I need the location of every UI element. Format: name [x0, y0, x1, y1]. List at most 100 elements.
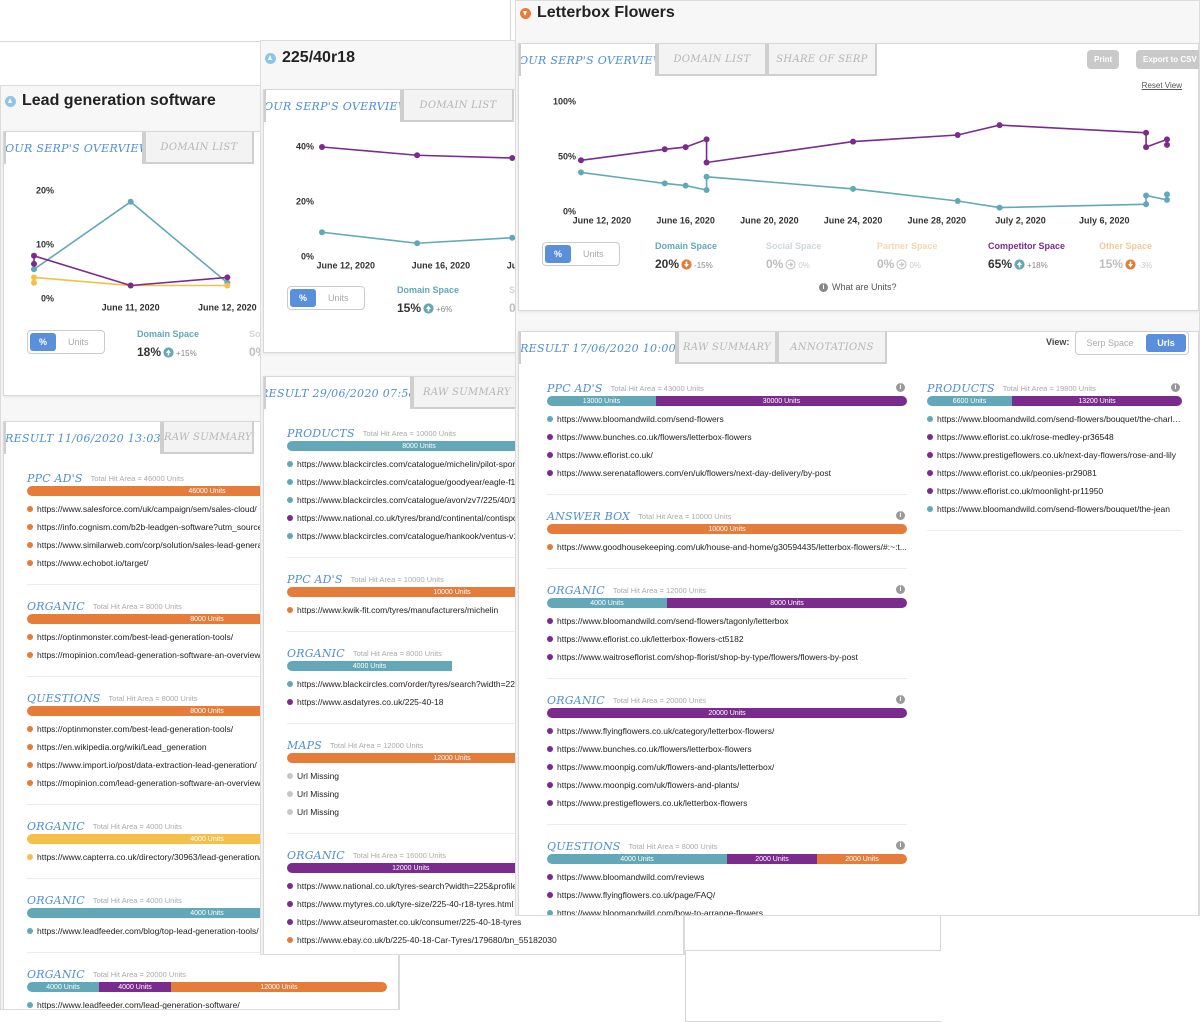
y-tick-label: 0% [563, 206, 576, 216]
info-icon[interactable]: i [896, 383, 905, 392]
url-row[interactable]: https://www.salesforce.com/uk/campaign/s… [27, 500, 387, 518]
toggle-option[interactable]: Units [328, 293, 349, 303]
url-row[interactable]: https://www.eflorist.co.uk/letterbox-flo… [547, 630, 907, 648]
tab[interactable]: YOUR SERP'S OVERVIEW [519, 44, 657, 76]
toggle-option[interactable]: % [290, 289, 316, 307]
url-row[interactable]: https://www.leadfeeder.com/blog/top-lead… [27, 922, 387, 940]
data-point [1164, 191, 1170, 198]
info-icon[interactable]: i [1171, 383, 1180, 392]
tab[interactable]: DOMAIN LIST [144, 132, 254, 164]
url-row[interactable]: https://www.bloomandwild.com/how-to-arra… [547, 904, 907, 915]
url-row[interactable]: https://www.bunches.co.uk/flowers/letter… [547, 740, 907, 758]
collapse-icon[interactable] [5, 95, 16, 107]
tab[interactable]: YOUR SERP'S OVERVIEW [264, 90, 402, 122]
toggle-option[interactable]: % [30, 333, 56, 351]
url-row[interactable]: https://www.eflorist.co.uk/peonies-pr290… [927, 464, 1182, 482]
section-header: ORGANIC Total Hit Area = 16000 Units [287, 848, 617, 862]
url-row[interactable]: https://www.blackcircles.com/catalogue/m… [287, 455, 617, 473]
url-row[interactable]: https://www.blackcircles.com/order/tyres… [287, 675, 617, 693]
info-icon[interactable]: i [896, 585, 905, 594]
url-row[interactable]: https://mopinion.com/lead-generation-sof… [27, 774, 387, 792]
url-row[interactable]: https://www.prestigeflowers.co.uk/letter… [547, 794, 907, 812]
url-row[interactable]: https://optinmonster.com/best-lead-gener… [27, 720, 387, 738]
tab[interactable]: DOMAIN LIST [657, 44, 767, 76]
url-row[interactable]: https://www.blackcircles.com/catalogue/g… [287, 473, 617, 491]
url-row[interactable]: https://www.prestigeflowers.co.uk/next-d… [927, 446, 1182, 464]
url-row[interactable]: https://www.mytyres.co.uk/tyre-size/225-… [287, 895, 617, 913]
url-text: https://www.moonpig.com/uk/flowers-and-p… [557, 780, 740, 790]
tab[interactable]: SHARE OF SERP [767, 44, 877, 76]
url-row[interactable]: https://www.bloomandwild.com/send-flower… [547, 612, 907, 630]
url-row[interactable]: Url Missing [287, 767, 617, 785]
url-row[interactable]: https://www.eflorist.co.uk/ [547, 446, 907, 464]
tab[interactable]: ANNOTATIONS [777, 332, 887, 364]
y-tick-label: 40% [296, 141, 314, 151]
tab[interactable]: DOMAIN LIST [402, 90, 514, 122]
background-frame [685, 950, 941, 1022]
tab[interactable]: RAW SUMMARY [677, 332, 777, 364]
url-row[interactable]: https://www.waitroseflorist.com/shop-flo… [547, 648, 907, 666]
url-row[interactable]: Url Missing [287, 803, 617, 821]
tab[interactable]: RAW SUMMARY [412, 377, 522, 409]
tab[interactable]: RAW SUMMARY [162, 422, 254, 454]
url-row[interactable]: https://www.flyingflowers.co.uk/category… [547, 722, 907, 740]
info-icon[interactable]: i [896, 841, 905, 850]
url-row[interactable]: https://www.goodhousekeeping.com/uk/hous… [547, 538, 907, 556]
bar-segment: 12000 Units [287, 863, 535, 873]
url-row[interactable]: https://mopinion.com/lead-generation-sof… [27, 646, 387, 664]
url-row[interactable]: https://www.asdatyres.co.uk/225-40-18 [287, 693, 617, 711]
url-row[interactable]: https://www.bloomandwild.com/send-flower… [927, 500, 1182, 518]
tab[interactable]: YOUR SERP'S OVERVIEW [4, 132, 144, 164]
url-row[interactable]: https://www.moonpig.com/uk/flowers-and-p… [547, 776, 907, 794]
section-header: ORGANIC Total Hit Area = 4000 Units [27, 819, 387, 833]
url-row[interactable]: https://www.ebay.co.uk/b/225-40-18-Car-T… [287, 931, 617, 949]
url-row[interactable]: https://www.kwik-fit.com/tyres/manufactu… [287, 601, 617, 619]
url-row[interactable]: https://info.cognism.com/b2b-leadgen-sof… [27, 518, 387, 536]
url-row[interactable]: https://www.eflorist.co.uk/moonlight-pr1… [927, 482, 1182, 500]
url-row[interactable]: https://www.blackcircles.com/catalogue/h… [287, 527, 617, 545]
url-row[interactable]: https://en.wikipedia.org/wiki/Lead_gener… [27, 738, 387, 756]
stat-value: 18% [137, 345, 162, 359]
reset-view-link[interactable]: Reset View [1141, 81, 1182, 90]
toggle-option[interactable]: % [545, 245, 571, 263]
url-row[interactable]: Url Missing [287, 785, 617, 803]
url-row[interactable]: https://www.national.co.uk/tyres-search?… [287, 877, 617, 895]
collapse-icon[interactable] [520, 7, 531, 19]
stat-name: Domain Space [137, 329, 200, 339]
view-option[interactable]: Urls [1146, 334, 1186, 352]
url-row[interactable]: https://www.bunches.co.uk/flowers/letter… [547, 428, 907, 446]
url-row[interactable]: https://www.leadfeeder.com/lead-generati… [27, 996, 387, 1009]
info-icon[interactable]: i [896, 695, 905, 704]
toggle-option[interactable]: Units [583, 249, 604, 259]
bar-segment: 30000 Units [655, 396, 907, 406]
url-row[interactable]: https://www.bloomandwild.com/send-flower… [547, 410, 907, 428]
info-icon[interactable]: i [896, 511, 905, 520]
url-row[interactable]: https://www.similarweb.com/corp/solution… [27, 536, 387, 554]
tab[interactable]: RESULT 11/06/2020 13:03 [4, 422, 162, 454]
action-button[interactable]: Print [1087, 50, 1120, 69]
url-row[interactable]: https://www.national.co.uk/tyres/brand/c… [287, 509, 617, 527]
tab[interactable]: RESULT 17/06/2020 10:00 [519, 332, 677, 364]
url-row[interactable]: https://www.capterra.co.uk/directory/309… [27, 848, 387, 866]
tab[interactable]: RESULT 29/06/2020 07:58 [264, 377, 412, 409]
segment-label: 12000 Units [433, 754, 471, 762]
url-row[interactable]: https://www.moonpig.com/uk/flowers-and-p… [547, 758, 907, 776]
hit-bar: 10000 Units [287, 587, 617, 597]
url-row[interactable]: https://www.eflorist.co.uk/rose-medley-p… [927, 428, 1182, 446]
url-row[interactable]: https://www.echobot.io/target/ [27, 554, 387, 572]
url-row[interactable]: https://www.blackcircles.com/catalogue/a… [287, 491, 617, 509]
url-text: https://www.salesforce.com/uk/campaign/s… [37, 504, 257, 514]
action-button[interactable]: Export to CSV [1136, 50, 1199, 69]
url-row[interactable]: https://www.bloomandwild.com/reviews [547, 868, 907, 886]
url-row[interactable]: https://www.flyingflowers.co.uk/page/FAQ… [547, 886, 907, 904]
url-row[interactable]: https://www.atseuromaster.co.uk/consumer… [287, 913, 617, 931]
url-row[interactable]: https://www.import.io/post/data-extracti… [27, 756, 387, 774]
collapse-icon[interactable] [265, 52, 276, 64]
toggle-option[interactable]: Units [68, 337, 89, 347]
url-row[interactable]: https://optinmonster.com/best-lead-gener… [27, 628, 387, 646]
view-option[interactable]: Serp Space [1086, 338, 1134, 348]
url-row[interactable]: https://www.bloomandwild.com/send-flower… [927, 410, 1182, 428]
url-row[interactable]: https://www.serenataflowers.com/en/uk/fl… [547, 464, 907, 482]
units-help[interactable]: i What are Units? [819, 282, 897, 292]
url-text: Url Missing [297, 807, 340, 817]
